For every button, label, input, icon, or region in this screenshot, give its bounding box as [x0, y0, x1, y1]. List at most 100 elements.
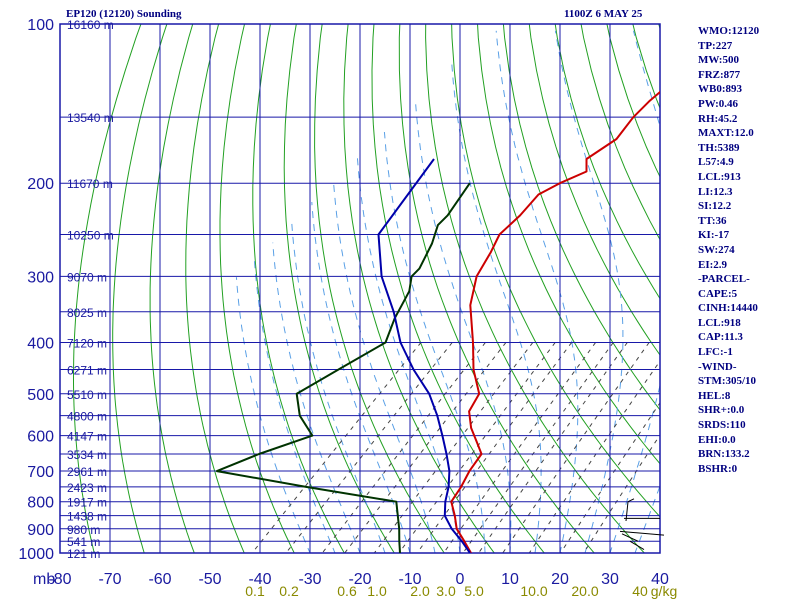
- temperature-tick-label: -50: [198, 571, 221, 588]
- isotherms: [60, 24, 660, 553]
- temperature-tick-label: -40: [248, 571, 271, 588]
- index-item: EHI:0.0: [698, 433, 736, 446]
- height-label: 8025 m: [67, 306, 107, 320]
- height-label: 13540 m: [67, 111, 114, 125]
- index-item: LFC:-1: [698, 346, 733, 359]
- temperature-tick-label: -20: [348, 571, 371, 588]
- wind-barb: [619, 530, 665, 536]
- temperature-line: [450, 90, 660, 553]
- mixing-ratio-tick-label: 1.0: [367, 583, 387, 599]
- index-item: TH:5389: [698, 141, 740, 154]
- dry-adiabat: [554, 24, 660, 300]
- height-label: 4147 m: [67, 430, 107, 444]
- temperature-tick-label: 20: [551, 571, 569, 588]
- pressure-tick-label: 300: [27, 269, 54, 286]
- mixing-ratio-tick-label: 40: [632, 583, 648, 599]
- mixing-ratio-tick-label: 0.2: [279, 583, 299, 599]
- temperature-tick-label: -30: [298, 571, 321, 588]
- wind-barb: [621, 533, 639, 542]
- moist-adiabat: [253, 260, 336, 553]
- mixing-ratio-tick-label: 2.0: [410, 583, 430, 599]
- temperature-tick-label: -60: [148, 571, 171, 588]
- dewpoint-line: [215, 182, 471, 553]
- height-label: 5510 m: [67, 388, 107, 402]
- height-label: 3534 m: [67, 448, 107, 462]
- temperature-tick-label: 10: [501, 571, 519, 588]
- plot-frame: [59, 23, 661, 554]
- index-item: TT:36: [698, 214, 727, 227]
- mixing-ratio-tick-label: 5.0: [464, 583, 484, 599]
- index-item: FRZ:877: [698, 68, 741, 81]
- moist-adiabat: [235, 277, 311, 553]
- pressure-tick-label: 700: [27, 464, 54, 481]
- mixing-ratio-line: [344, 342, 507, 553]
- index-item: KI:-17: [698, 229, 730, 242]
- chart-title: EP120 (12120) Sounding: [66, 8, 182, 20]
- moist-adiabat: [272, 242, 361, 553]
- index-item: WMO:12120: [698, 25, 760, 37]
- dry-adiabat: [502, 24, 660, 411]
- index-item: SRDS:110: [698, 419, 746, 432]
- index-item: MAXT:12.0: [698, 127, 754, 140]
- index-item: -WIND-: [698, 360, 737, 373]
- index-item: WB0:893: [698, 83, 742, 96]
- grid: [59, 23, 661, 554]
- dry-adiabat: [451, 24, 660, 518]
- index-item: BSHR:0: [698, 462, 738, 475]
- mixing-ratio-line: [398, 342, 556, 553]
- moist-adiabat: [495, 30, 579, 553]
- mixing-ratio-tick-label: 10.0: [520, 583, 547, 599]
- index-item: -PARCEL-: [698, 273, 750, 286]
- index-item: SHR+:0.0: [698, 404, 745, 417]
- pressure-tick-label: 900: [27, 522, 54, 539]
- series-layer: [215, 90, 660, 553]
- pressure-tick-label: 200: [27, 176, 54, 193]
- temperature-tick-label: 0: [456, 571, 465, 588]
- height-label: 6271 m: [67, 364, 107, 378]
- pressure-tick-label: 800: [27, 495, 54, 512]
- index-item: EI:2.9: [698, 258, 728, 271]
- indices-panel: WMO:12120 TP:227 MW:500 FRZ:877 WB0:893 PW:0.…: [698, 24, 800, 476]
- moist-adiabat: [333, 182, 436, 553]
- height-label: 16160 m: [67, 18, 114, 32]
- index-item: L57:4.9: [698, 156, 734, 169]
- mixing-ratio-tick-label: 20.0: [571, 583, 598, 599]
- pressure-tick-label: 600: [27, 429, 54, 446]
- index-item: CAP:11.3: [698, 331, 743, 344]
- parcel-line: [377, 158, 471, 553]
- moist-adiabat: [554, 30, 624, 553]
- height-label: 9070 m: [67, 270, 107, 284]
- pressure-tick-label: 1000: [18, 546, 54, 563]
- index-item: BRN:133.2: [698, 448, 750, 461]
- index-item: TP:227: [698, 39, 733, 52]
- index-item: STM:305/10: [698, 375, 757, 388]
- mixing-ratio-unit: g/kg: [651, 583, 677, 599]
- index-item: LCL:918: [698, 316, 741, 329]
- temperature-tick-label: -80: [48, 571, 71, 588]
- index-item: CAPE:5: [698, 287, 738, 300]
- dry-adiabat: [477, 24, 660, 465]
- index-item: HEL:8: [698, 389, 731, 402]
- dry-adiabat: [580, 24, 660, 241]
- pressure-tick-label: 400: [27, 335, 54, 352]
- moist-adiabat: [311, 201, 411, 553]
- temperature-tick-label: 30: [601, 571, 619, 588]
- height-label: 2423 m: [67, 481, 107, 495]
- temperature-tick-label: -10: [398, 571, 421, 588]
- wind-barb: [625, 501, 629, 522]
- height-label: 7120 m: [67, 336, 107, 350]
- index-item: CINH:14440: [698, 302, 758, 315]
- index-item: PW:0.46: [698, 97, 739, 110]
- pressure-tick-label: 500: [27, 387, 54, 404]
- mixing-ratio-tick-label: 3.0: [436, 583, 456, 599]
- height-label: 541 m: [67, 535, 100, 549]
- temperature-tick-label: 40: [651, 571, 669, 588]
- height-label: 11670 m: [67, 177, 113, 191]
- moist-adiabat: [451, 61, 542, 553]
- wind-barb: [627, 498, 635, 503]
- pressure-unit-label: mb: [33, 571, 55, 588]
- height-label: 2961 m: [67, 465, 107, 479]
- mixing-ratio-line: [373, 342, 534, 553]
